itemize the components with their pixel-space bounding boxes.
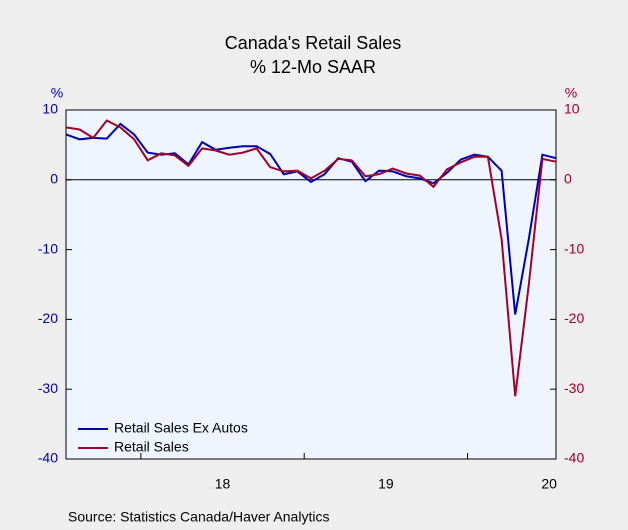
y-axis-label: % [51,85,63,101]
y-tick-label: -30 [38,380,58,396]
chart-title: Canada's Retail Sales [225,33,402,53]
y2-axis-label: % [565,85,577,101]
y2-tick-label: -10 [564,240,584,256]
y-tick-label: -10 [38,240,58,256]
y-tick-label: -40 [38,450,58,466]
y-tick-label: 10 [42,101,58,117]
legend-label: Retail Sales [114,439,189,455]
y2-tick-label: -30 [564,380,584,396]
y2-tick-label: 10 [564,101,580,117]
x-tick-label: 18 [215,476,231,492]
legend-label: Retail Sales Ex Autos [114,420,248,436]
y-tick-label: 0 [50,171,58,187]
line [65,122,557,315]
chart-subtitle: % 12-Mo SAAR [250,57,376,77]
source: Source: Statistics Canada/Haver Analytic… [68,509,329,525]
y-tick-label: -20 [38,310,58,326]
y2-tick-label: -40 [564,450,584,466]
y2-tick-label: 0 [564,171,572,187]
y2-tick-label: -20 [564,310,584,326]
line [65,119,557,397]
x-tick-label: 19 [378,476,394,492]
plot-area [65,109,557,460]
x-tick-label: 20 [541,476,557,492]
